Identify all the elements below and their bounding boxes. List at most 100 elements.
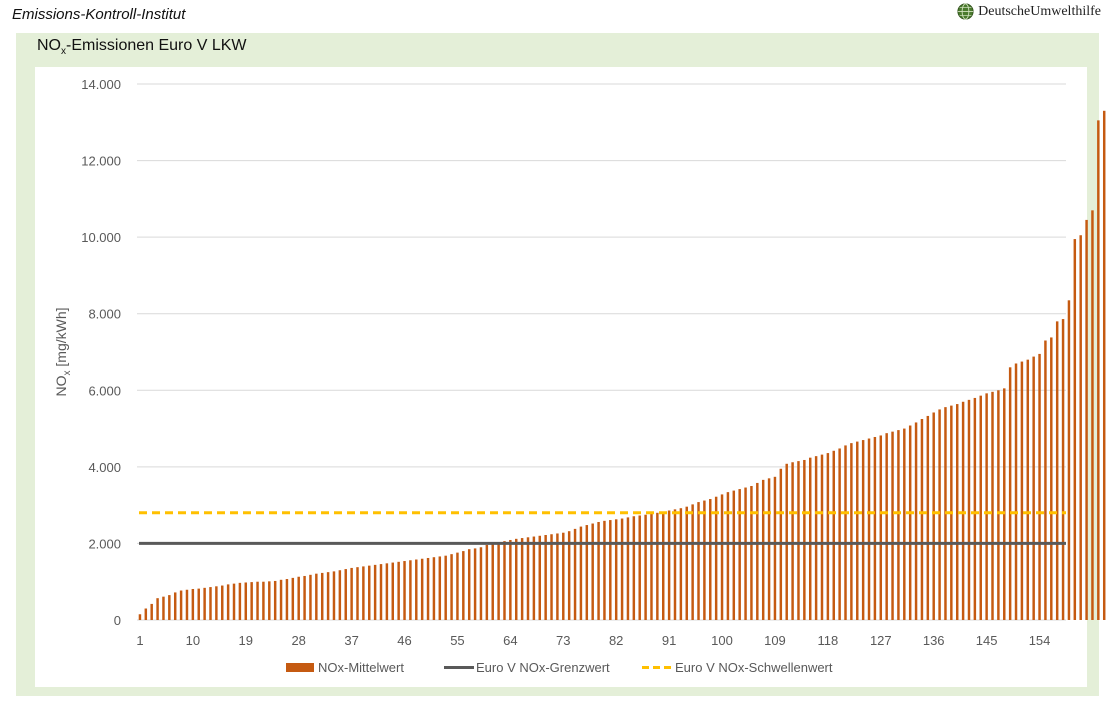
x-tick-label: 73 xyxy=(556,633,570,648)
bar xyxy=(1014,363,1018,620)
bar xyxy=(709,499,712,620)
bar xyxy=(926,415,930,620)
bar xyxy=(138,614,142,620)
y-axis-label-main: NO xyxy=(53,375,69,396)
bar xyxy=(1044,340,1047,620)
bar xyxy=(603,520,606,620)
bar xyxy=(456,552,459,620)
chart-title: NOx-Emissionen Euro V LKW xyxy=(37,37,247,57)
bar xyxy=(979,395,982,620)
x-tick-label: 55 xyxy=(450,633,464,648)
bar xyxy=(562,532,565,620)
bar xyxy=(391,562,394,620)
bar xyxy=(726,492,730,620)
y-tick-label: 12.000 xyxy=(81,154,121,169)
bar xyxy=(903,428,906,620)
bar xyxy=(885,433,888,620)
bar xyxy=(415,559,418,620)
bar xyxy=(567,531,571,620)
bar xyxy=(920,419,924,620)
bar xyxy=(1091,210,1094,620)
x-tick-label: 64 xyxy=(503,633,517,648)
bar xyxy=(238,582,242,620)
bar xyxy=(532,536,536,620)
bar xyxy=(714,496,718,620)
bar xyxy=(1067,300,1071,620)
y-axis-label-sub: x xyxy=(62,371,73,376)
bar xyxy=(826,453,830,620)
bar xyxy=(838,448,841,620)
chart-title-rest: -Emissionen Euro V LKW xyxy=(66,37,247,54)
globe-icon xyxy=(957,3,974,20)
y-tick-label: 10.000 xyxy=(81,230,121,245)
x-tick-label: 154 xyxy=(1029,633,1051,648)
bar xyxy=(620,518,624,620)
x-tick-label: 10 xyxy=(186,633,200,648)
bar xyxy=(873,436,877,620)
x-tick-label: 46 xyxy=(397,633,411,648)
bar xyxy=(614,519,618,620)
bar xyxy=(585,525,589,620)
bar xyxy=(485,544,489,620)
bar xyxy=(515,538,518,620)
bar xyxy=(350,567,353,620)
bar xyxy=(720,494,724,620)
bar xyxy=(338,570,342,620)
bar xyxy=(1102,110,1106,621)
x-tick-label: 82 xyxy=(609,633,623,648)
bar xyxy=(244,582,248,620)
bar xyxy=(279,579,283,620)
bar xyxy=(1003,388,1006,620)
bar xyxy=(285,579,289,620)
bar xyxy=(573,528,577,620)
bar xyxy=(303,575,306,620)
legend-label-schwellenwert: Euro V NOx-Schwellenwert xyxy=(675,660,833,675)
x-tick-label: 118 xyxy=(818,633,839,648)
bar xyxy=(479,547,483,620)
x-tick-label: 100 xyxy=(711,633,733,648)
legend: NOx-Mittelwert Euro V NOx-Grenzwert Euro… xyxy=(286,660,833,675)
bar xyxy=(914,422,918,620)
y-tick-label: 4.000 xyxy=(88,460,121,475)
y-tick-label: 0 xyxy=(114,613,121,628)
bar xyxy=(332,571,336,620)
bar xyxy=(185,589,189,620)
bar xyxy=(1038,353,1041,620)
bar xyxy=(226,584,230,620)
bar xyxy=(197,588,200,620)
bar xyxy=(462,551,465,620)
bar xyxy=(844,445,847,620)
bar xyxy=(538,535,541,620)
bar xyxy=(191,588,195,620)
bar xyxy=(262,581,265,620)
chart-title-sub: x xyxy=(61,46,66,58)
bar xyxy=(797,461,800,620)
bar xyxy=(362,566,365,620)
bar xyxy=(626,517,630,620)
bar xyxy=(173,592,177,620)
bar xyxy=(685,506,688,620)
bar xyxy=(991,391,994,620)
bar xyxy=(250,582,253,620)
bar xyxy=(756,482,759,620)
bar xyxy=(438,556,442,620)
bar xyxy=(203,587,206,620)
bar xyxy=(767,478,771,620)
x-tick-label: 28 xyxy=(291,633,305,648)
bar xyxy=(867,438,871,620)
bar xyxy=(750,486,753,620)
bar xyxy=(273,580,277,620)
y-tick-label: 14.000 xyxy=(81,77,121,92)
bar xyxy=(697,502,700,620)
bar xyxy=(491,543,494,620)
bar xyxy=(379,564,383,620)
x-tick-label: 91 xyxy=(662,633,676,648)
bar xyxy=(1073,239,1077,620)
bar xyxy=(856,441,859,620)
legend-label-mittelwert: NOx-Mittelwert xyxy=(318,660,404,675)
bar xyxy=(556,533,559,620)
bar xyxy=(897,430,900,620)
bar xyxy=(691,504,694,620)
y-tick-label: 6.000 xyxy=(88,383,121,398)
